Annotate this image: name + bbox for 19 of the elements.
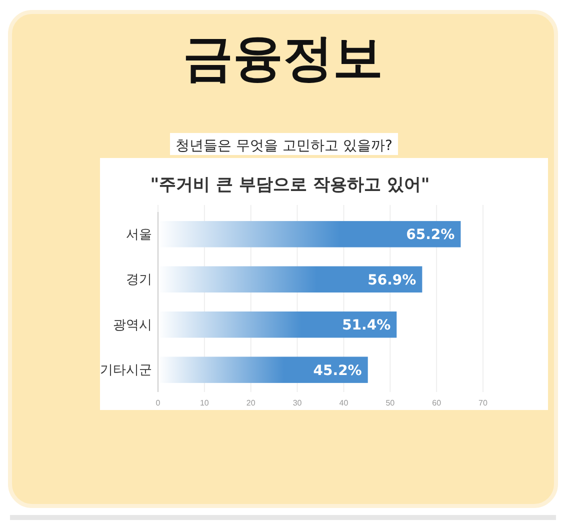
x-tick-label: 20 (246, 398, 256, 408)
x-tick-label: 10 (200, 398, 210, 408)
text: "주거비 큰 부담으로 작용하고 있어" (150, 175, 430, 195)
data-label: 51.4% (342, 318, 391, 334)
chart-subtitle: 청년들은 무엇을 고민하고 있을까? (176, 138, 392, 154)
y-tick-label: 기타시군 (100, 363, 152, 378)
x-tick-label: 40 (339, 398, 349, 408)
data-label: 65.2% (406, 227, 455, 244)
data-label: 56.9% (368, 272, 416, 288)
chart-title: 금융정보 (183, 29, 383, 87)
data-label: 45.2% (313, 362, 362, 379)
x-tick-label: 60 (432, 398, 442, 408)
x-tick-label: 30 (292, 398, 302, 408)
x-tick-label: 0 (156, 398, 161, 408)
x-tick-label: 50 (386, 398, 396, 408)
y-tick-label: 광역시 (113, 318, 152, 333)
y-tick-label: 경기 (126, 272, 152, 288)
y-tick-label: 서울 (126, 227, 152, 242)
x-tick-label: 70 (478, 398, 488, 408)
